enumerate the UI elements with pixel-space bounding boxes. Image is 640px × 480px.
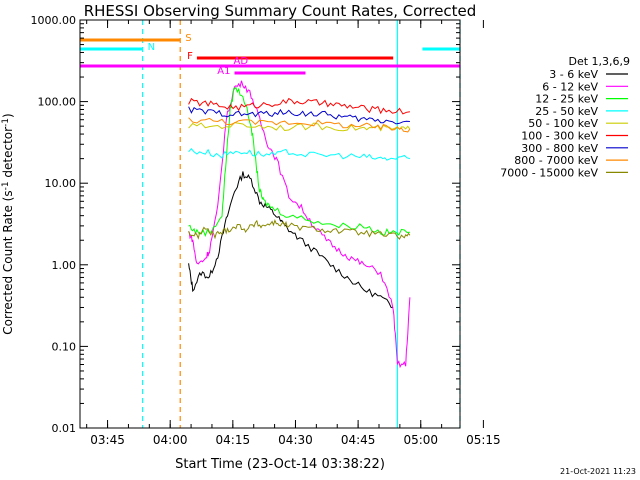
x-tick-label-1: 04:00 <box>153 433 188 447</box>
x-tick-label-6: 05:15 <box>466 433 501 447</box>
y-tick-label-1: 0.10 <box>52 340 77 353</box>
y-tick-label-5: 1000.00 <box>31 14 77 27</box>
chart-title: RHESSI Observing Summary Count Rates, Co… <box>84 2 477 20</box>
legend-label-0: 3 - 6 keV <box>549 68 598 81</box>
series-line-2 <box>188 86 410 238</box>
flag-label-4: AD <box>233 56 248 67</box>
legend-label-1: 6 - 12 keV <box>542 80 598 93</box>
legend-label-2: 12 - 25 keV <box>535 93 598 106</box>
flag-label-1: N <box>148 42 155 53</box>
legend-label-5: 100 - 300 keV <box>521 130 598 143</box>
series-line-3 <box>188 148 411 161</box>
series-line-1 <box>188 80 411 369</box>
y-tick-label-2: 1.00 <box>52 259 77 272</box>
series-line-7 <box>188 117 411 133</box>
x-tick-label-3: 04:30 <box>278 433 313 447</box>
flag-label-0: S <box>185 33 191 44</box>
legend-label-6: 300 - 800 keV <box>521 142 598 155</box>
series-line-5 <box>188 97 410 115</box>
legend-label-8: 7000 - 15000 keV <box>500 166 598 179</box>
x-tick-label-2: 04:15 <box>216 433 251 447</box>
series-line-0 <box>188 171 394 308</box>
y-axis-label: Corrected Count Rate (s-1 detector-1) <box>1 113 15 334</box>
legend-label-7: 800 - 7000 keV <box>514 154 598 167</box>
y-tick-label-0: 0.01 <box>52 422 77 435</box>
plot-frame <box>79 19 461 429</box>
y-tick-label-4: 100.00 <box>38 96 77 109</box>
x-tick-label-5: 05:00 <box>403 433 438 447</box>
legend-label-3: 25 - 50 keV <box>535 105 598 118</box>
x-tick-label-0: 03:45 <box>90 433 125 447</box>
footer-date: 21-Oct-2021 11:23 <box>560 467 636 476</box>
series-line-6 <box>188 106 410 125</box>
flag-label-3: F <box>187 51 193 62</box>
series-line-8 <box>188 218 411 240</box>
x-axis-label: Start Time (23-Oct-14 03:38:22) <box>175 457 385 472</box>
x-axis: 03:45 04:00 04:15 04:30 04:45 05:00 05:15 <box>86 20 501 447</box>
x-tick-label-4: 04:45 <box>341 433 376 447</box>
y-tick-label-3: 10.00 <box>45 177 77 190</box>
series-line-4 <box>188 122 411 132</box>
y-axis: 0.01 0.10 1.00 10.00 100.00 1000.00 <box>31 14 460 435</box>
legend-title: Det 1,3,6,9 <box>568 55 630 68</box>
legend-label-4: 50 - 100 keV <box>528 117 598 130</box>
flag-label-5: A1 <box>217 66 230 77</box>
